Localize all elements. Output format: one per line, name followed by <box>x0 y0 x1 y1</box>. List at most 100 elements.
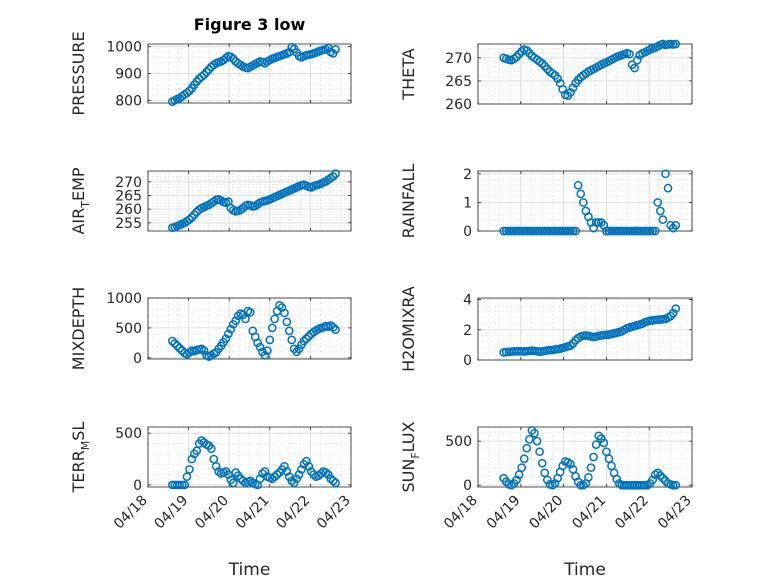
x-tick-label: 04/22 <box>273 493 313 533</box>
y-tick-label: 800 <box>115 93 142 109</box>
data-point <box>328 476 338 486</box>
data-point <box>542 475 552 485</box>
data-point <box>632 55 642 65</box>
x-tick-label: 04/18 <box>111 493 151 533</box>
panel-h2omixra: 0 2 4 H2OMIXRA <box>399 286 693 372</box>
data-point <box>671 220 681 230</box>
data-point <box>566 88 575 97</box>
data-point <box>304 331 314 341</box>
data-point <box>576 189 586 199</box>
data-point <box>260 467 270 476</box>
data-point <box>297 465 306 474</box>
y-axis-label: TERRMSL <box>69 422 92 494</box>
x-tick-label: 04/21 <box>569 493 609 533</box>
y-axis-label: THETA <box>399 48 418 100</box>
panel-rainfall: 0 1 2 RAINFALL <box>399 164 693 240</box>
data-point <box>645 226 655 236</box>
data-point <box>182 472 192 482</box>
x-tick-label: 04/20 <box>527 493 567 533</box>
data-point <box>607 461 616 471</box>
y-tick-label: 900 <box>115 67 142 83</box>
data-point <box>209 454 219 464</box>
axes-frame <box>147 426 352 488</box>
x-tick-label: 04/19 <box>152 493 192 533</box>
data-point <box>584 472 593 482</box>
data-point <box>530 428 539 438</box>
data-point <box>199 70 209 80</box>
data-point <box>599 438 609 448</box>
y-tick-label: 270 <box>445 51 472 67</box>
data-point <box>328 322 338 332</box>
data-point <box>263 346 272 355</box>
y-tick-label: 4 <box>463 293 472 309</box>
data-point <box>282 467 292 476</box>
data-point <box>233 311 243 321</box>
data-point <box>301 456 311 466</box>
data-point <box>206 444 216 454</box>
data-point <box>282 317 292 327</box>
data-point <box>568 226 578 236</box>
data-point <box>525 435 534 444</box>
y-tick-label: 2 <box>463 323 472 339</box>
data-point <box>331 478 340 488</box>
data-point <box>168 336 177 346</box>
panel-mixdepth: 0 500 1000 MIXDEPTH <box>69 287 352 370</box>
data-point <box>197 72 206 82</box>
data-point <box>566 341 575 350</box>
y-tick-label: 265 <box>445 74 472 90</box>
axes-frame <box>147 297 352 360</box>
data-point <box>321 468 331 477</box>
panel-theta: 260 265 270 THETA <box>399 39 693 113</box>
data-point <box>187 454 197 464</box>
data-point <box>650 226 660 236</box>
y-tick-label: 2 <box>463 167 472 183</box>
data-point <box>331 169 340 179</box>
y-axis-label: PRESSURE <box>69 31 88 115</box>
y-tick-label: 0 <box>463 478 472 494</box>
data-point <box>537 458 547 468</box>
data-point <box>228 478 238 488</box>
data-point <box>668 308 678 318</box>
data-point <box>522 443 532 453</box>
data-point <box>175 343 185 353</box>
data-point <box>578 198 588 207</box>
data-point <box>245 308 255 317</box>
data-point <box>226 324 236 334</box>
data-point <box>231 316 241 326</box>
data-point <box>199 346 209 355</box>
panel-pressure: 800 900 1000 PRESSURE Figure 3 low <box>69 15 352 116</box>
y-tick-label: 270 <box>115 175 142 191</box>
data-point <box>294 470 304 479</box>
data-point <box>211 461 221 471</box>
y-tick-label: 255 <box>115 216 142 232</box>
data-point <box>331 45 340 54</box>
data-point <box>265 335 275 345</box>
data-point <box>202 67 211 77</box>
y-tick-label: 500 <box>445 434 472 450</box>
y-tick-label: 260 <box>115 202 142 218</box>
data-point <box>224 329 233 339</box>
data-point <box>571 226 580 236</box>
data-point <box>573 180 583 190</box>
data-point <box>591 218 601 227</box>
data-point <box>596 434 606 443</box>
x-axis-label: Time <box>563 560 606 580</box>
data-point <box>638 480 647 490</box>
data-point <box>182 88 192 98</box>
data-point <box>553 74 562 83</box>
x-tick-label: 04/20 <box>192 493 232 533</box>
data-point <box>658 473 668 483</box>
data-point <box>655 471 665 480</box>
y-axis-label: MIXDEPTH <box>69 287 88 370</box>
data-point <box>661 169 670 179</box>
data-point <box>517 463 527 472</box>
data-point <box>287 476 297 486</box>
data-point <box>221 334 231 344</box>
data-point <box>172 341 182 351</box>
data-point <box>671 480 681 490</box>
data-point <box>658 215 668 224</box>
data-point <box>241 314 250 324</box>
data-point <box>267 323 277 333</box>
